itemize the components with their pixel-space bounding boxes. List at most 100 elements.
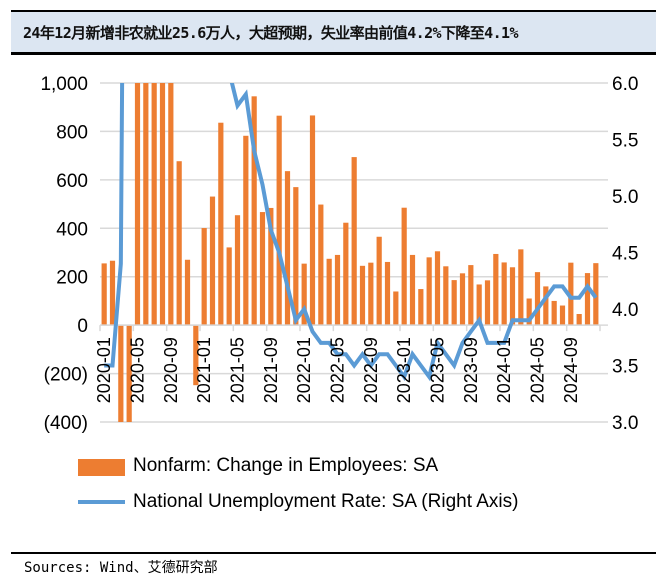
- bar: [376, 236, 382, 326]
- bar: [301, 263, 307, 326]
- right-tick-label: 4.0: [612, 300, 638, 321]
- bar: [134, 83, 141, 326]
- x-tick-label: 2020-09: [161, 337, 181, 403]
- left-tick-label: 1,000: [40, 74, 88, 95]
- bar: [226, 247, 232, 326]
- x-tick-label: 2022-05: [328, 337, 348, 403]
- legend-line-swatch: [78, 500, 125, 504]
- left-tick-label: 0: [77, 316, 88, 337]
- bar: [384, 261, 391, 326]
- sources-note: Sources: Wind、艾德研究部: [24, 560, 218, 576]
- left-tick-label: 600: [56, 171, 88, 192]
- bar: [343, 222, 349, 326]
- chart: 1,000 800 600 400 200 0 (200) (400) 6.0 5.5 5.0 4.…: [40, 74, 638, 434]
- bar: [309, 115, 316, 326]
- x-tick-label: 2021-09: [261, 337, 281, 403]
- x-tick-label: 2023-09: [461, 337, 481, 403]
- bar: [193, 325, 199, 386]
- x-tick-label: 2020-05: [128, 337, 148, 403]
- x-tick-label: 2022-09: [361, 337, 381, 403]
- bar: [468, 265, 474, 326]
- bar: [101, 263, 107, 326]
- bar: [576, 314, 582, 326]
- left-tick-label: 400: [56, 219, 88, 240]
- bar: [359, 265, 366, 326]
- bar: [151, 83, 157, 326]
- bar: [234, 215, 241, 326]
- legend-line-label: National Unemployment Rate: SA (Right Ax…: [133, 491, 519, 512]
- chart-title: 24年12月新增非农就业25.6万人，大超预期，失业率由前值4.2%下降至4.1…: [23, 23, 519, 42]
- bar: [584, 273, 591, 326]
- x-tick-label: 2024-05: [528, 337, 548, 403]
- bar: [409, 254, 416, 326]
- x-tick-label: 2023-05: [428, 337, 448, 403]
- right-tick-label: 4.5: [612, 244, 638, 265]
- bar: [184, 259, 191, 326]
- bar: [318, 204, 324, 326]
- divider: [11, 552, 656, 554]
- x-tick-label: 2020-01: [94, 337, 114, 403]
- bar: [559, 305, 566, 326]
- bar: [434, 251, 441, 326]
- bar: [268, 207, 274, 326]
- bar: [168, 83, 174, 326]
- bar: [534, 272, 541, 326]
- bar: [568, 262, 574, 326]
- x-tick-label: 2021-05: [228, 337, 248, 403]
- bar: [259, 212, 266, 326]
- bar: [326, 258, 332, 326]
- x-tick-label: 2022-01: [294, 337, 314, 403]
- bar: [126, 325, 132, 422]
- bar: [118, 325, 124, 422]
- bar: [284, 171, 291, 326]
- right-tick-label: 3.5: [612, 357, 638, 378]
- bar: [159, 83, 166, 326]
- bar: [251, 96, 257, 326]
- bar: [451, 280, 457, 326]
- right-tick-label: 5.0: [612, 187, 638, 208]
- bar: [543, 286, 549, 326]
- x-tick-label: 2024-01: [494, 337, 514, 403]
- right-tick-label: 3.0: [612, 413, 638, 434]
- bar: [109, 260, 116, 326]
- left-tick-label: (200): [44, 365, 88, 386]
- bar: [518, 249, 524, 326]
- left-tick-label: 200: [56, 268, 88, 289]
- legend-bar-label: Nonfarm: Change in Employees: SA: [133, 455, 439, 476]
- bar: [393, 291, 399, 326]
- legend-bar-swatch: [78, 459, 125, 476]
- bar: [526, 298, 532, 326]
- x-tick-label: 2024-09: [561, 337, 581, 403]
- bar: [293, 187, 299, 326]
- bar: [426, 257, 432, 326]
- bar: [201, 228, 207, 326]
- bar: [476, 284, 482, 326]
- bar: [401, 207, 407, 326]
- left-tick-label: (400): [44, 413, 88, 434]
- chart-title-box: 24年12月新增非农就业25.6万人，大超预期，失业率由前值4.2%下降至4.1…: [11, 10, 656, 55]
- bar: [209, 196, 216, 326]
- bar: [443, 266, 449, 326]
- bar: [418, 289, 424, 326]
- right-tick-label: 6.0: [612, 74, 638, 95]
- bar: [501, 262, 507, 326]
- bar: [143, 83, 149, 326]
- bar: [276, 115, 282, 326]
- x-tick-label: 2021-01: [194, 337, 214, 403]
- bar: [243, 135, 249, 326]
- bar: [176, 161, 182, 326]
- bar: [493, 253, 499, 326]
- bar: [334, 254, 341, 326]
- bar: [218, 122, 224, 326]
- bar: [368, 262, 374, 326]
- bar: [459, 273, 466, 326]
- unemployment-line: [104, 83, 598, 382]
- bar: [593, 263, 599, 326]
- left-tick-label: 800: [56, 122, 88, 143]
- x-tick-label: 2023-01: [394, 337, 414, 403]
- bar: [551, 300, 557, 326]
- bar: [351, 157, 357, 326]
- bar: [509, 267, 516, 326]
- bar: [484, 280, 491, 326]
- right-tick-label: 5.5: [612, 131, 638, 152]
